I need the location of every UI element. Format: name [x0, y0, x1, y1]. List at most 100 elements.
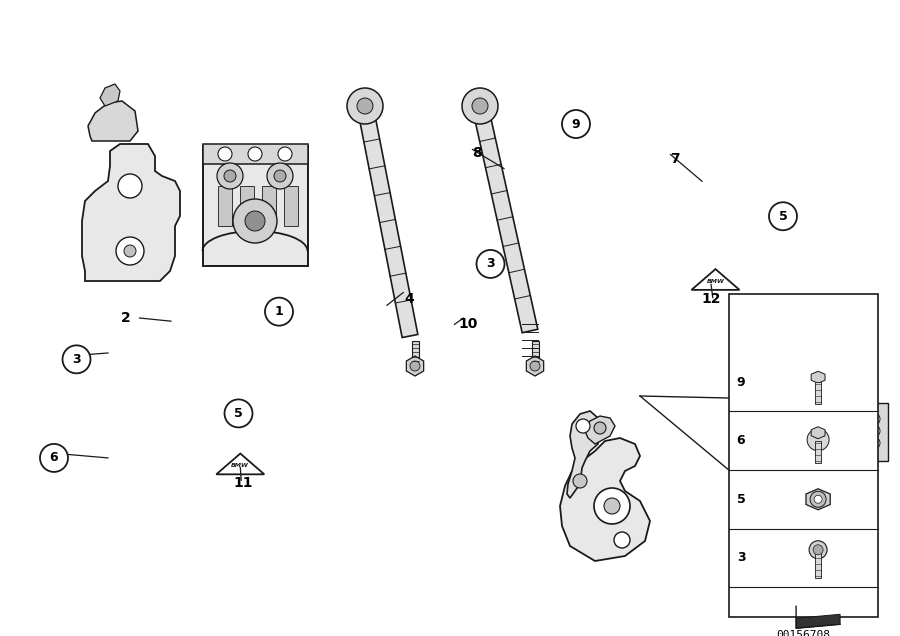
Text: 9: 9	[737, 376, 745, 389]
Text: 5: 5	[234, 407, 243, 420]
Polygon shape	[472, 104, 538, 333]
Polygon shape	[526, 356, 544, 376]
Text: 8: 8	[472, 146, 482, 160]
Polygon shape	[811, 371, 825, 384]
Circle shape	[868, 425, 880, 437]
Circle shape	[118, 174, 142, 198]
Circle shape	[472, 98, 488, 114]
Polygon shape	[585, 416, 615, 444]
Circle shape	[530, 361, 540, 371]
Bar	[808, 406, 813, 456]
Text: 6: 6	[50, 452, 58, 464]
Circle shape	[757, 443, 773, 459]
Text: 3: 3	[72, 353, 81, 366]
Bar	[826, 406, 831, 456]
Circle shape	[233, 199, 277, 243]
Circle shape	[814, 495, 822, 503]
Text: 3: 3	[737, 551, 745, 564]
Text: 6: 6	[737, 434, 745, 447]
Circle shape	[217, 163, 243, 189]
Circle shape	[749, 395, 781, 427]
Bar	[815, 553, 821, 577]
Polygon shape	[532, 341, 538, 366]
Circle shape	[813, 545, 824, 555]
Circle shape	[274, 170, 286, 182]
Text: 00156708: 00156708	[776, 630, 830, 636]
Polygon shape	[88, 101, 138, 141]
Circle shape	[116, 237, 144, 265]
Polygon shape	[806, 488, 830, 510]
Text: 5: 5	[778, 210, 788, 223]
Circle shape	[224, 399, 253, 427]
Text: 12: 12	[701, 292, 721, 306]
Polygon shape	[730, 391, 860, 481]
Polygon shape	[691, 269, 740, 290]
Circle shape	[357, 98, 373, 114]
Text: BMW: BMW	[706, 279, 724, 284]
Circle shape	[868, 437, 880, 449]
Circle shape	[594, 422, 606, 434]
Polygon shape	[82, 144, 180, 281]
Bar	[729, 294, 878, 617]
Circle shape	[757, 403, 773, 419]
Text: 7: 7	[670, 152, 680, 166]
Text: 9: 9	[572, 118, 580, 130]
Circle shape	[267, 163, 293, 189]
Circle shape	[218, 147, 232, 161]
Circle shape	[810, 491, 826, 508]
Polygon shape	[796, 614, 840, 628]
Circle shape	[124, 245, 136, 257]
Polygon shape	[811, 427, 825, 439]
Text: 2: 2	[122, 311, 130, 325]
Bar	[262, 186, 275, 226]
Circle shape	[576, 419, 590, 433]
Circle shape	[604, 498, 620, 514]
Bar	[817, 406, 822, 456]
Bar	[284, 186, 298, 226]
Circle shape	[807, 429, 829, 451]
Circle shape	[410, 361, 420, 371]
Polygon shape	[357, 104, 418, 338]
Text: 10: 10	[458, 317, 478, 331]
Bar	[239, 186, 254, 226]
Circle shape	[347, 88, 383, 124]
Circle shape	[224, 170, 236, 182]
Bar	[835, 406, 840, 456]
Text: 1: 1	[274, 305, 284, 318]
Text: 11: 11	[233, 476, 253, 490]
Polygon shape	[406, 356, 424, 376]
Text: 3: 3	[486, 258, 495, 270]
Circle shape	[749, 435, 781, 467]
Circle shape	[265, 298, 293, 326]
Circle shape	[476, 250, 505, 278]
Polygon shape	[567, 411, 600, 498]
Circle shape	[245, 211, 265, 231]
Bar	[218, 186, 231, 226]
Bar	[202, 146, 308, 266]
Polygon shape	[560, 438, 650, 561]
Polygon shape	[411, 341, 418, 366]
Polygon shape	[216, 453, 265, 474]
Circle shape	[868, 413, 880, 425]
Text: BMW: BMW	[231, 463, 249, 468]
Polygon shape	[100, 84, 120, 106]
Text: 5: 5	[736, 493, 745, 506]
Bar	[202, 144, 308, 164]
Circle shape	[40, 444, 68, 472]
Circle shape	[562, 110, 590, 138]
Circle shape	[462, 88, 498, 124]
Circle shape	[62, 345, 91, 373]
Text: 4: 4	[405, 292, 414, 306]
Bar	[860, 403, 888, 461]
Circle shape	[769, 202, 797, 230]
Bar	[799, 406, 804, 456]
Bar	[815, 382, 821, 404]
Circle shape	[614, 532, 630, 548]
Circle shape	[809, 541, 827, 559]
Circle shape	[594, 488, 630, 524]
Circle shape	[278, 147, 292, 161]
Circle shape	[573, 474, 587, 488]
Circle shape	[248, 147, 262, 161]
Bar	[790, 406, 795, 456]
Bar	[815, 441, 821, 463]
